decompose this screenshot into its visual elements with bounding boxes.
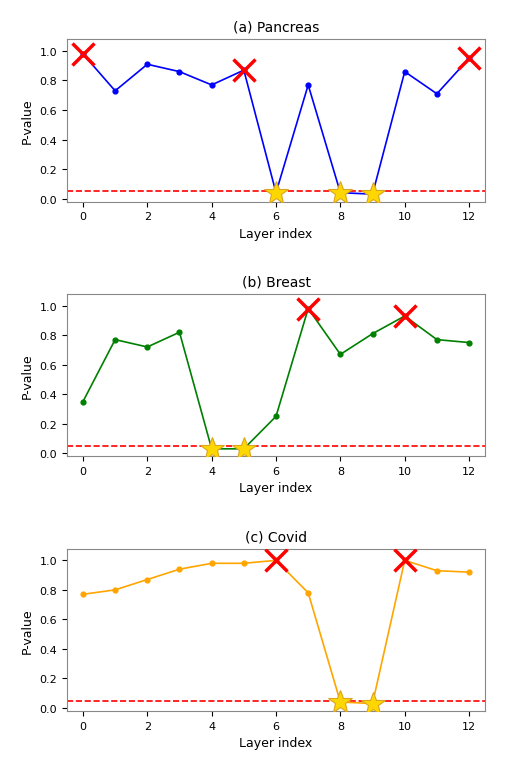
X-axis label: Layer index: Layer index xyxy=(239,227,312,240)
Point xyxy=(111,334,119,346)
Point xyxy=(271,554,279,567)
Point xyxy=(207,557,215,570)
Point xyxy=(432,334,440,346)
Point xyxy=(239,65,247,77)
Point xyxy=(432,89,440,101)
Y-axis label: P-value: P-value xyxy=(21,353,34,398)
X-axis label: Layer index: Layer index xyxy=(239,736,312,749)
Point xyxy=(464,53,472,65)
Point xyxy=(143,341,151,353)
Point xyxy=(111,584,119,596)
Point xyxy=(304,79,312,92)
Point xyxy=(400,66,408,79)
Point xyxy=(464,337,472,350)
Point xyxy=(239,443,247,455)
Point xyxy=(304,587,312,599)
Point xyxy=(368,698,376,710)
Point xyxy=(207,443,215,455)
Point xyxy=(400,310,408,323)
Y-axis label: P-value: P-value xyxy=(21,607,34,653)
Point xyxy=(79,396,87,408)
Point xyxy=(79,49,87,61)
Point xyxy=(336,349,344,361)
Point xyxy=(432,564,440,577)
Point xyxy=(271,187,279,199)
Point xyxy=(336,696,344,708)
Point xyxy=(175,326,183,339)
Y-axis label: P-value: P-value xyxy=(21,99,34,144)
Point xyxy=(207,79,215,92)
Title: (a) Pancreas: (a) Pancreas xyxy=(232,21,319,35)
Point xyxy=(175,564,183,576)
Point xyxy=(368,328,376,340)
Point xyxy=(79,588,87,601)
Point xyxy=(271,410,279,423)
Point xyxy=(175,66,183,79)
Point xyxy=(336,187,344,199)
Point xyxy=(111,85,119,98)
X-axis label: Layer index: Layer index xyxy=(239,482,312,495)
Point xyxy=(143,59,151,72)
Point xyxy=(464,566,472,578)
Point xyxy=(143,574,151,586)
Point xyxy=(400,554,408,567)
Point xyxy=(368,189,376,201)
Point xyxy=(239,557,247,570)
Point xyxy=(304,303,312,316)
Title: (c) Covid: (c) Covid xyxy=(244,530,307,544)
Title: (b) Breast: (b) Breast xyxy=(241,275,310,290)
